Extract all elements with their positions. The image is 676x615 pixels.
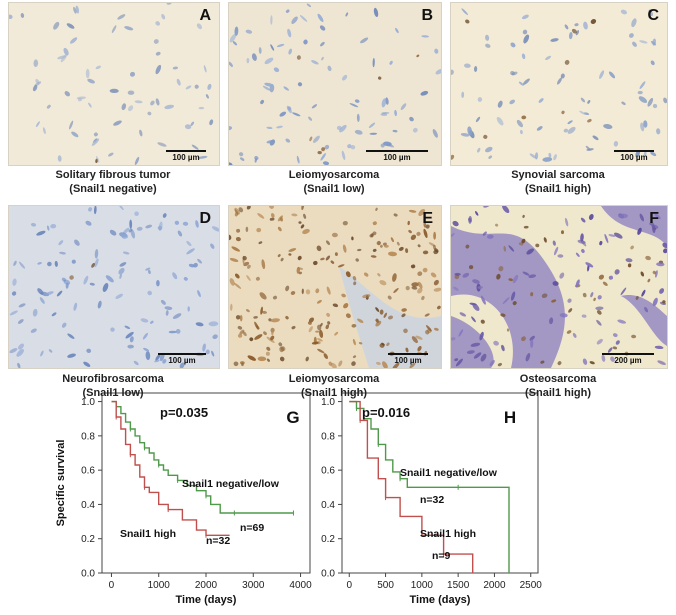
scale-bar: 100 µm (611, 150, 657, 162)
caption-subtitle: (Snail1 low) (303, 183, 365, 195)
y-tick-label: 0.8 (321, 431, 335, 442)
x-axis-label: Time (days) (176, 594, 237, 606)
x-tick-label: 2000 (483, 580, 506, 591)
y-tick-label: 0.0 (321, 569, 335, 580)
panel-letter: C (647, 7, 659, 24)
series-label-snail1-negative-low: Snail1 negative/low (182, 478, 280, 490)
y-tick-label: 0.6 (81, 466, 95, 477)
micrograph-panel-b: B 100 µm (228, 2, 442, 166)
panel-letter: E (422, 210, 433, 227)
micrograph-panel-c: C 100 µm (450, 2, 668, 166)
caption-subtitle: (Snail1 negative) (69, 183, 157, 195)
y-tick-label: 1.0 (321, 397, 335, 408)
x-tick-label: 1000 (148, 580, 171, 591)
scale-bar: 100 µm (155, 353, 209, 365)
micrograph-image (451, 3, 667, 165)
panel-letter: A (199, 7, 211, 24)
caption-title: Leiomyosarcoma (288, 169, 380, 181)
y-tick-label: 0.2 (81, 534, 95, 545)
y-tick-label: 1.0 (81, 397, 95, 408)
x-tick-label: 500 (377, 580, 394, 591)
x-tick-label: 4000 (289, 580, 312, 591)
micrograph-panel-e: E 100 µm (228, 205, 442, 369)
scale-bar: 200 µm (599, 353, 657, 365)
x-axis-label: Time (days) (410, 594, 471, 606)
series-label-snail1-high: Snail1 high (120, 528, 176, 540)
y-tick-label: 0.8 (81, 431, 95, 442)
series-label-snail1-negative-low: Snail1 negative/low (400, 467, 498, 479)
x-tick-label: 3000 (242, 580, 265, 591)
caption-title: Neurofibrosarcoma (62, 373, 164, 385)
chart-panel-letter: G (286, 408, 299, 427)
caption-title: Solitary fibrous tumor (55, 169, 171, 181)
series-n-label: n=9 (432, 550, 451, 562)
panel-caption: Leiomyosarcoma (Snail1 high) (228, 372, 440, 400)
x-tick-label: 0 (109, 580, 115, 591)
x-tick-label: 1000 (411, 580, 434, 591)
panel-letter: F (649, 210, 659, 227)
p-value-label: p=0.035 (160, 405, 208, 420)
plot-area (101, 392, 311, 574)
x-tick-label: 2000 (195, 580, 218, 591)
scale-label: 200 µm (614, 356, 642, 365)
y-axis-label: Specific survival (55, 440, 67, 527)
series-line-snail1-negative-low (349, 400, 510, 573)
series-label-snail1-high: Snail1 high (420, 528, 476, 540)
micrograph-image (229, 3, 441, 165)
caption-subtitle: (Snail1 high) (525, 183, 591, 195)
micrograph-image (229, 206, 441, 368)
survival-chart-g: 0.0 0.2 0.4 0.6 0.8 1.0 0 1000 2000 3000 4000 Time … (55, 392, 312, 606)
survival-chart-h: 0.0 0.2 0.4 0.6 0.8 1.0 0 500 1000 1500 2000 2500 Ti… (321, 392, 543, 606)
panel-caption: Solitary fibrous tumor (Snail1 negative) (8, 168, 218, 196)
scale-label: 100 µm (620, 153, 648, 162)
scale-label: 100 µm (383, 153, 411, 162)
micrograph-panel-a: A 100 µm (8, 2, 220, 166)
caption-title: Synovial sarcoma (511, 169, 605, 181)
plot-area (341, 392, 539, 574)
series-n-label: n=32 (206, 535, 230, 547)
scale-label: 100 µm (168, 356, 196, 365)
caption-title: Osteosarcoma (519, 373, 597, 385)
x-tick-label: 0 (346, 580, 352, 591)
scale-label: 100 µm (394, 356, 422, 365)
y-tick-label: 0.2 (321, 534, 335, 545)
y-tick-label: 0.0 (81, 569, 95, 580)
micrograph-image (451, 206, 667, 368)
panel-caption: Leiomyosarcoma (Snail1 low) (228, 168, 440, 196)
caption-subtitle: (Snail1 high) (525, 387, 591, 399)
scale-bar: 100 µm (163, 150, 209, 162)
x-tick-label: 1500 (447, 580, 470, 591)
x-tick-label: 2500 (520, 580, 543, 591)
micrograph-image (9, 3, 219, 165)
micrograph-image (9, 206, 219, 368)
scale-label: 100 µm (172, 153, 200, 162)
micrograph-panel-f: F 200 µm (450, 205, 668, 369)
chart-panel-letter: H (504, 408, 516, 427)
caption-title: Leiomyosarcoma (288, 373, 380, 385)
p-value-label: p=0.016 (362, 405, 410, 420)
y-tick-label: 0.4 (321, 500, 335, 511)
y-tick-label: 0.4 (81, 500, 95, 511)
series-n-label: n=32 (420, 494, 444, 506)
caption-subtitle: (Snail1 high) (301, 387, 367, 399)
panel-caption: Synovial sarcoma (Snail1 high) (450, 168, 666, 196)
scale-bar: 100 µm (385, 353, 431, 365)
y-tick-label: 0.6 (321, 466, 335, 477)
series-n-label: n=69 (240, 522, 264, 534)
micrograph-panel-d: D 100 µm (8, 205, 220, 369)
panel-letter: D (199, 210, 211, 227)
panel-caption: Osteosarcoma (Snail1 high) (450, 372, 666, 400)
scale-bar: 100 µm (363, 150, 431, 162)
caption-subtitle: (Snail1 low) (82, 387, 144, 399)
panel-caption: Neurofibrosarcoma (Snail1 low) (8, 372, 218, 400)
panel-letter: B (421, 7, 433, 24)
